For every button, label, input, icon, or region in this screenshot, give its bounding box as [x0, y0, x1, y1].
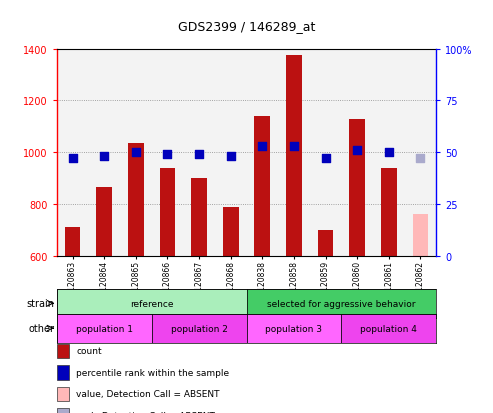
- Text: strain: strain: [26, 299, 54, 309]
- Point: [353, 147, 361, 154]
- Point: [100, 154, 108, 160]
- Text: value, Detection Call = ABSENT: value, Detection Call = ABSENT: [76, 389, 220, 399]
- Text: percentile rank within the sample: percentile rank within the sample: [76, 368, 230, 377]
- Bar: [350, 119, 365, 256]
- Bar: [215, 50, 246, 256]
- Bar: [57, 314, 152, 343]
- Bar: [381, 169, 397, 256]
- Bar: [317, 230, 333, 256]
- Point: [290, 143, 298, 150]
- Text: population 3: population 3: [265, 324, 322, 333]
- Bar: [120, 50, 152, 256]
- Text: other: other: [28, 323, 54, 333]
- Bar: [405, 50, 436, 256]
- Bar: [373, 50, 405, 256]
- Bar: [128, 144, 143, 256]
- Point: [69, 156, 76, 162]
- Point: [132, 150, 140, 156]
- Bar: [160, 169, 176, 256]
- Bar: [246, 314, 341, 343]
- Text: rank, Detection Call = ABSENT: rank, Detection Call = ABSENT: [76, 411, 215, 413]
- Text: population 2: population 2: [171, 324, 227, 333]
- Bar: [65, 228, 80, 256]
- Bar: [223, 207, 239, 256]
- Bar: [341, 314, 436, 343]
- Bar: [413, 215, 428, 256]
- Bar: [57, 289, 246, 318]
- Text: GDS2399 / 146289_at: GDS2399 / 146289_at: [178, 20, 315, 33]
- Bar: [57, 50, 88, 256]
- Bar: [246, 50, 278, 256]
- Bar: [152, 314, 246, 343]
- Text: reference: reference: [130, 299, 174, 308]
- Text: selected for aggressive behavior: selected for aggressive behavior: [267, 299, 416, 308]
- Bar: [183, 50, 215, 256]
- Bar: [152, 50, 183, 256]
- Point: [227, 154, 235, 160]
- Bar: [88, 50, 120, 256]
- Point: [321, 156, 329, 162]
- Bar: [310, 50, 341, 256]
- Bar: [246, 289, 436, 318]
- Bar: [278, 50, 310, 256]
- Point: [258, 143, 266, 150]
- Bar: [254, 116, 270, 256]
- Bar: [341, 50, 373, 256]
- Text: count: count: [76, 347, 102, 356]
- Bar: [286, 56, 302, 256]
- Text: population 1: population 1: [75, 324, 133, 333]
- Point: [385, 150, 393, 156]
- Point: [195, 152, 203, 158]
- Point: [417, 156, 424, 162]
- Text: population 4: population 4: [360, 324, 417, 333]
- Bar: [191, 178, 207, 256]
- Bar: [96, 188, 112, 256]
- Point: [164, 152, 172, 158]
